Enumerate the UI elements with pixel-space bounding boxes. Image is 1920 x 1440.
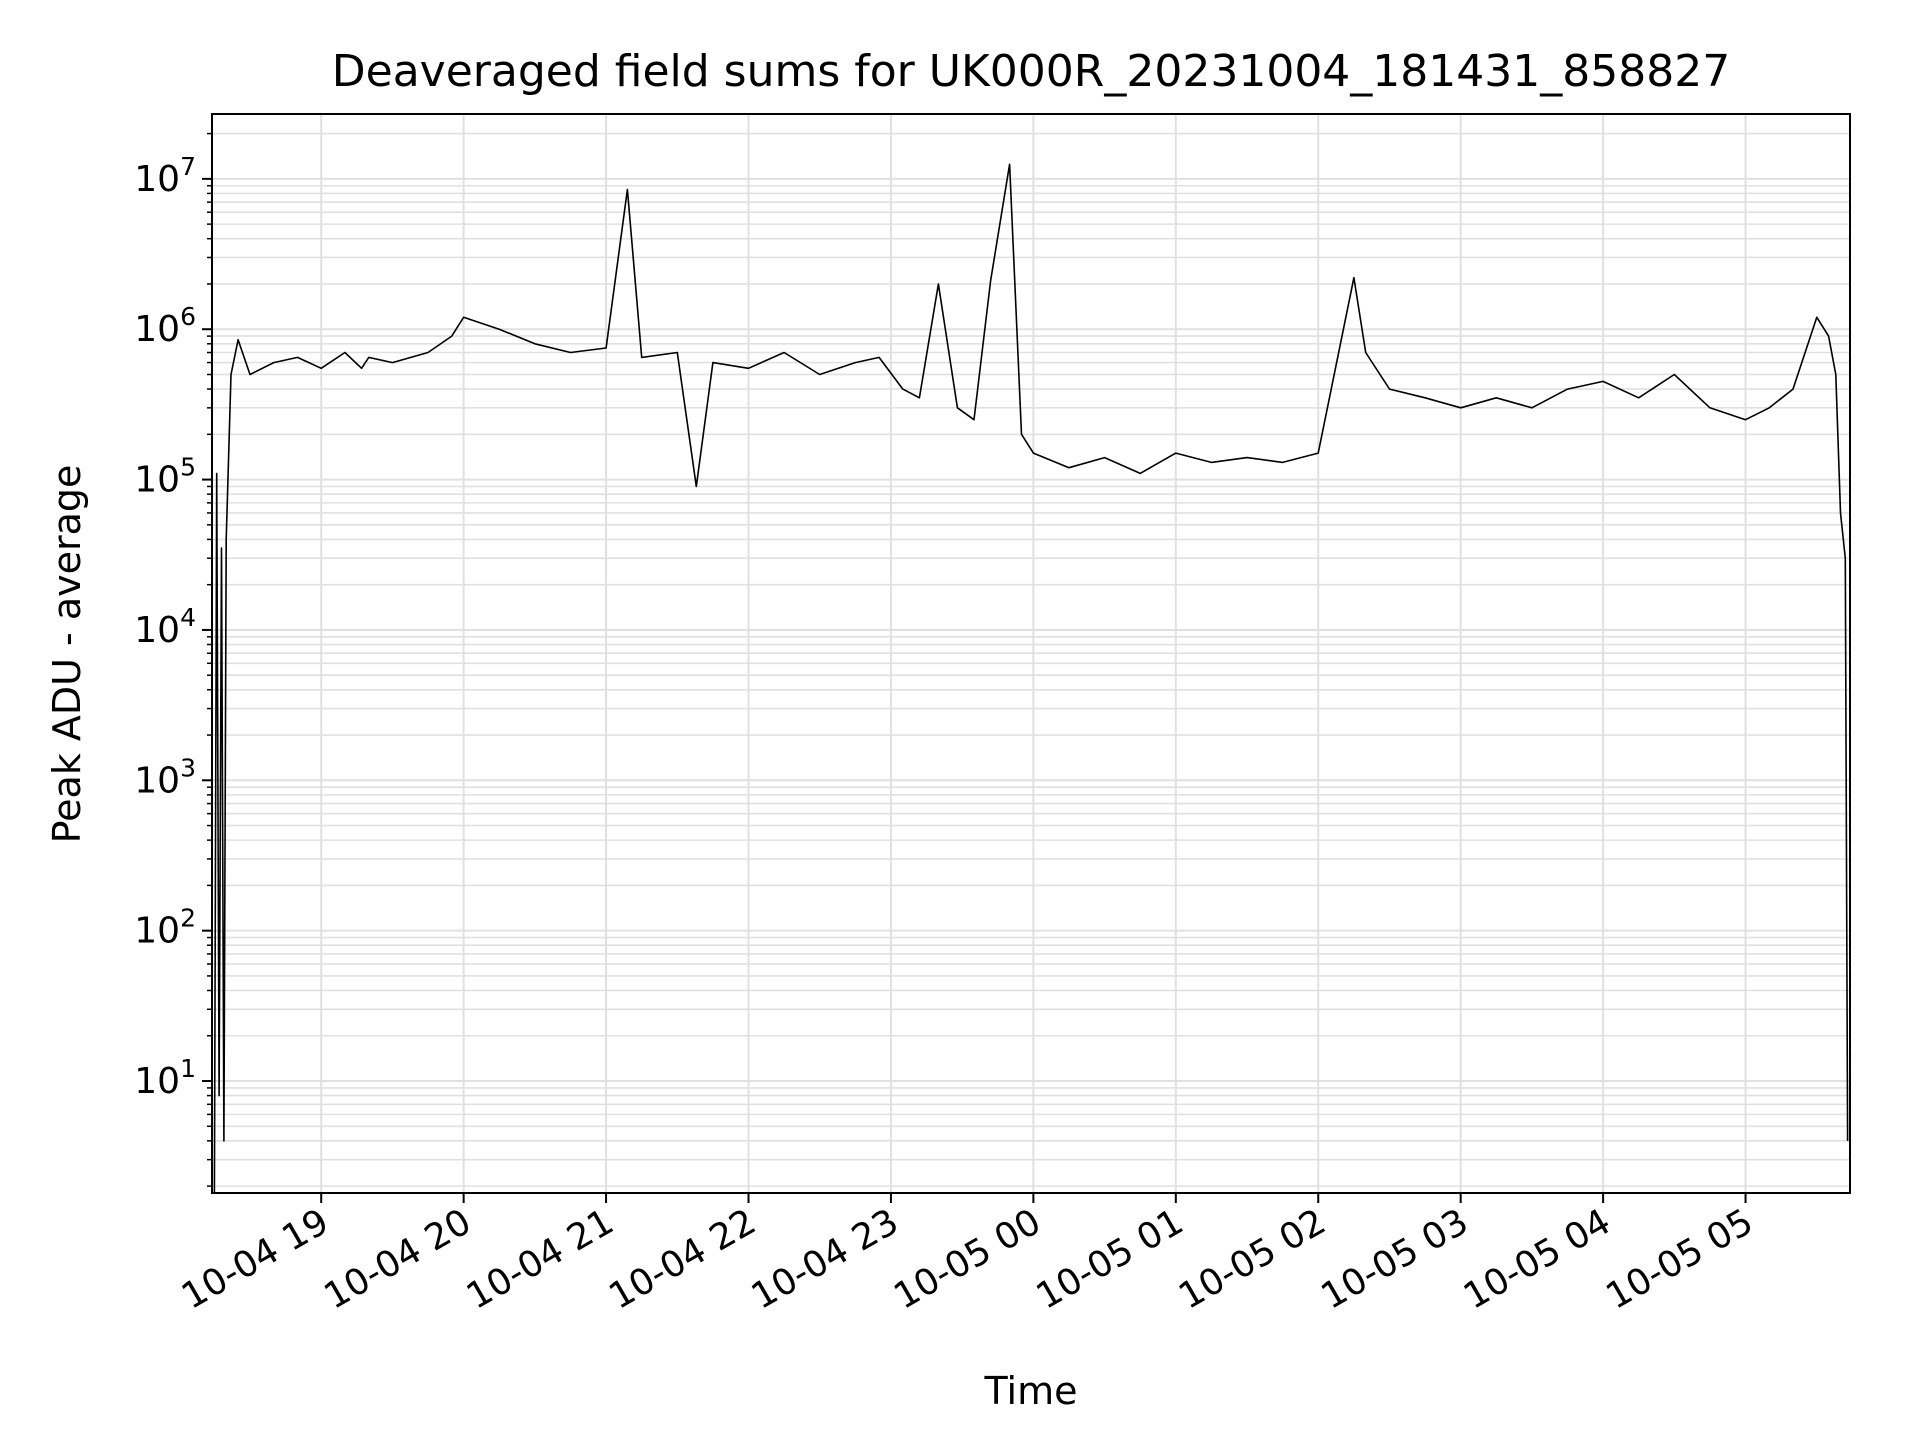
y-tick-label: 106 — [134, 302, 196, 350]
y-tick-label: 105 — [134, 453, 196, 501]
y-tick-label: 107 — [134, 152, 196, 200]
series-line-0 — [213, 163, 1849, 1194]
x-axis-label: Time — [984, 1369, 1078, 1413]
y-tick-label: 103 — [134, 753, 196, 801]
y-axis-label: Peak ADU - average — [45, 465, 89, 844]
chart-title: Deaveraged field sums for UK000R_2023100… — [332, 46, 1730, 97]
series-layer — [213, 163, 1849, 1194]
y-tick-label: 101 — [134, 1054, 196, 1102]
y-tick-label: 102 — [134, 904, 196, 952]
grid — [212, 114, 1850, 1193]
y-tick-label: 104 — [134, 603, 196, 651]
